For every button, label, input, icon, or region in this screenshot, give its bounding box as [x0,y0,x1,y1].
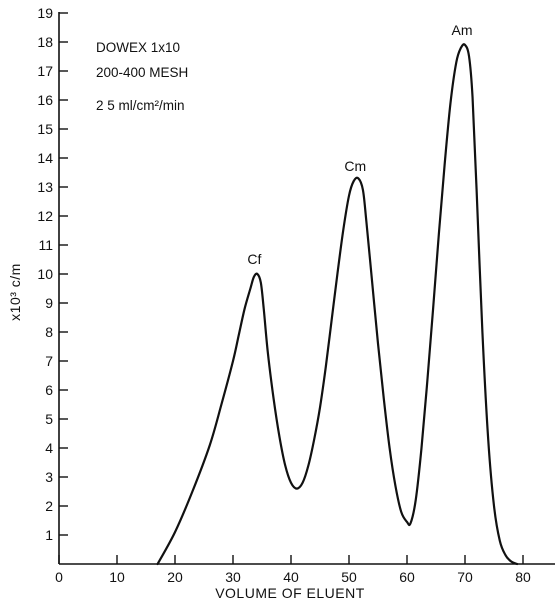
y-tick-label: 14 [37,150,53,166]
y-tick-label: 19 [37,5,53,21]
x-tick-label: 20 [167,569,183,585]
peak-labels: Cf Cm Am [247,22,472,267]
annotation-block: DOWEX 1x10 200-400 MESH 2 5 ml/cm²/min [96,40,188,113]
y-tick-label: 15 [37,121,53,137]
peak-label-am: Am [452,22,473,38]
x-tick-label: 50 [341,569,357,585]
y-tick-label: 6 [45,382,53,398]
annotation-mesh: 200-400 MESH [96,65,188,80]
y-tick-label: 5 [45,411,53,427]
y-tick-label: 16 [37,92,53,108]
x-tick-label: 30 [225,569,241,585]
series-line [156,43,519,566]
x-tick-label: 40 [283,569,299,585]
x-tick-label: 70 [457,569,473,585]
y-tick-label: 1 [45,527,53,543]
peak-label-cm: Cm [344,158,366,174]
x-tick-label: 80 [515,569,531,585]
y-tick-label: 3 [45,469,53,485]
y-tick-label: 17 [37,63,53,79]
y-tick-label: 11 [38,237,53,253]
x-ticks: 0 10 20 30 40 50 60 70 80 [55,555,531,585]
y-tick-label: 2 [45,498,53,514]
x-axis-title: VOLUME OF ELUENT [215,585,365,601]
x-tick-label: 10 [109,569,125,585]
x-tick-label: 60 [399,569,415,585]
y-tick-label: 9 [45,295,53,311]
y-tick-label: 8 [45,324,53,340]
y-axis-title: x10³ c/m [7,263,23,321]
axes [58,12,555,565]
y-tick-label: 4 [45,440,53,456]
y-tick-label: 13 [37,179,53,195]
annotation-flow-rate: 2 5 ml/cm²/min [96,98,185,113]
y-tick-label: 12 [37,208,53,224]
y-tick-label: 18 [37,34,53,50]
y-tick-label: 10 [37,266,53,282]
x-tick-label: 0 [55,569,63,585]
y-tick-label: 7 [45,353,53,369]
peak-label-cf: Cf [247,251,261,267]
annotation-resin: DOWEX 1x10 [96,40,180,55]
